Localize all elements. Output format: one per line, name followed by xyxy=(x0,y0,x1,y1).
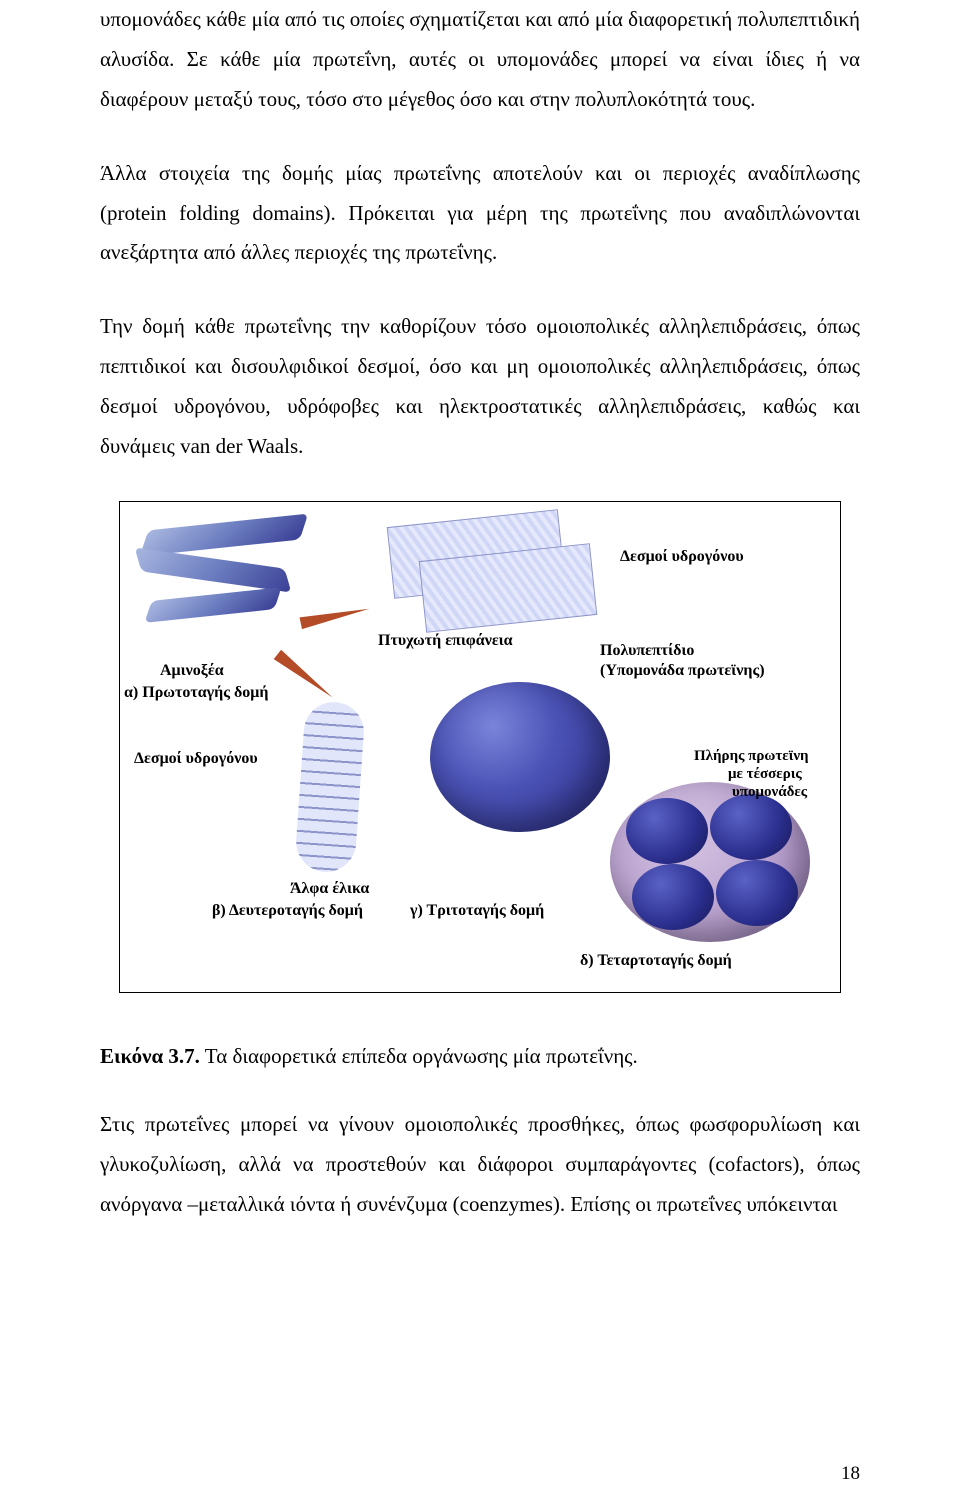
fig-primary-ribbon xyxy=(140,513,308,556)
paragraph-2: Άλλα στοιχεία της δομής μίας πρωτεΐνης α… xyxy=(100,154,860,274)
fig-label-full1: Πλήρης πρωτεϊνη xyxy=(694,748,809,765)
figure-protein-structure: Δεσμοί υδρογόνου Πτυχωτή επιφάνεια Πολυπ… xyxy=(119,501,841,993)
fig-label-full2: με τέσσερις xyxy=(728,766,802,783)
fig-subunit-1 xyxy=(626,798,708,864)
fig-label-quaternary: δ) Τεταρτοταγής δομή xyxy=(580,952,732,970)
fig-subunit-3 xyxy=(632,864,714,930)
fig-label-beta: Πτυχωτή επιφάνεια xyxy=(378,632,513,650)
fig-label-secondary: β) Δευτεροταγής δομή xyxy=(212,902,363,920)
fig-alpha-helix xyxy=(294,700,366,874)
fig-label-tertiary: γ) Τριτοταγής δομή xyxy=(410,902,544,920)
fig-arrow-to-alpha xyxy=(274,650,337,703)
paragraph-4: Στις πρωτεΐνες μπορεί να γίνουν ομοιοπολ… xyxy=(100,1105,860,1225)
paragraph-1: υπομονάδες κάθε μία από τις οποίες σχημα… xyxy=(100,0,860,120)
paragraph-3: Την δομή κάθε πρωτεΐνης την καθορίζουν τ… xyxy=(100,307,860,467)
document-page: υπομονάδες κάθε μία από τις οποίες σχημα… xyxy=(0,0,960,1505)
figure-caption: Εικόνα 3.7. Τα διαφορετικά επίπεδα οργάν… xyxy=(100,1037,860,1077)
fig-subunit-4 xyxy=(716,860,798,926)
page-number: 18 xyxy=(841,1463,860,1485)
fig-subunit-2 xyxy=(710,794,792,860)
fig-primary-ribbon-3 xyxy=(144,587,281,623)
fig-primary-ribbon-2 xyxy=(135,547,292,592)
fig-label-primary: α) Πρωτοταγής δομή xyxy=(124,684,268,702)
fig-tertiary-blob xyxy=(430,682,610,832)
fig-label-full3: υπομονάδες xyxy=(732,784,807,801)
fig-label-alpha: Άλφα έλικα xyxy=(290,880,369,898)
fig-label-hbonds-left: Δεσμοί υδρογόνου xyxy=(134,750,258,768)
fig-label-poly2: (Υπομονάδα πρωτεϊνης) xyxy=(600,662,765,680)
caption-rest: Τα διαφορετικά επίπεδα οργάνωσης μία πρω… xyxy=(200,1044,638,1068)
caption-bold: Εικόνα 3.7. xyxy=(100,1044,200,1068)
fig-label-amino: Αμινοξέα xyxy=(160,662,224,680)
fig-label-poly1: Πολυπεπτίδιο xyxy=(600,642,694,660)
fig-label-hbonds-top: Δεσμοί υδρογόνου xyxy=(620,548,744,566)
fig-arrow-to-beta xyxy=(300,603,371,629)
